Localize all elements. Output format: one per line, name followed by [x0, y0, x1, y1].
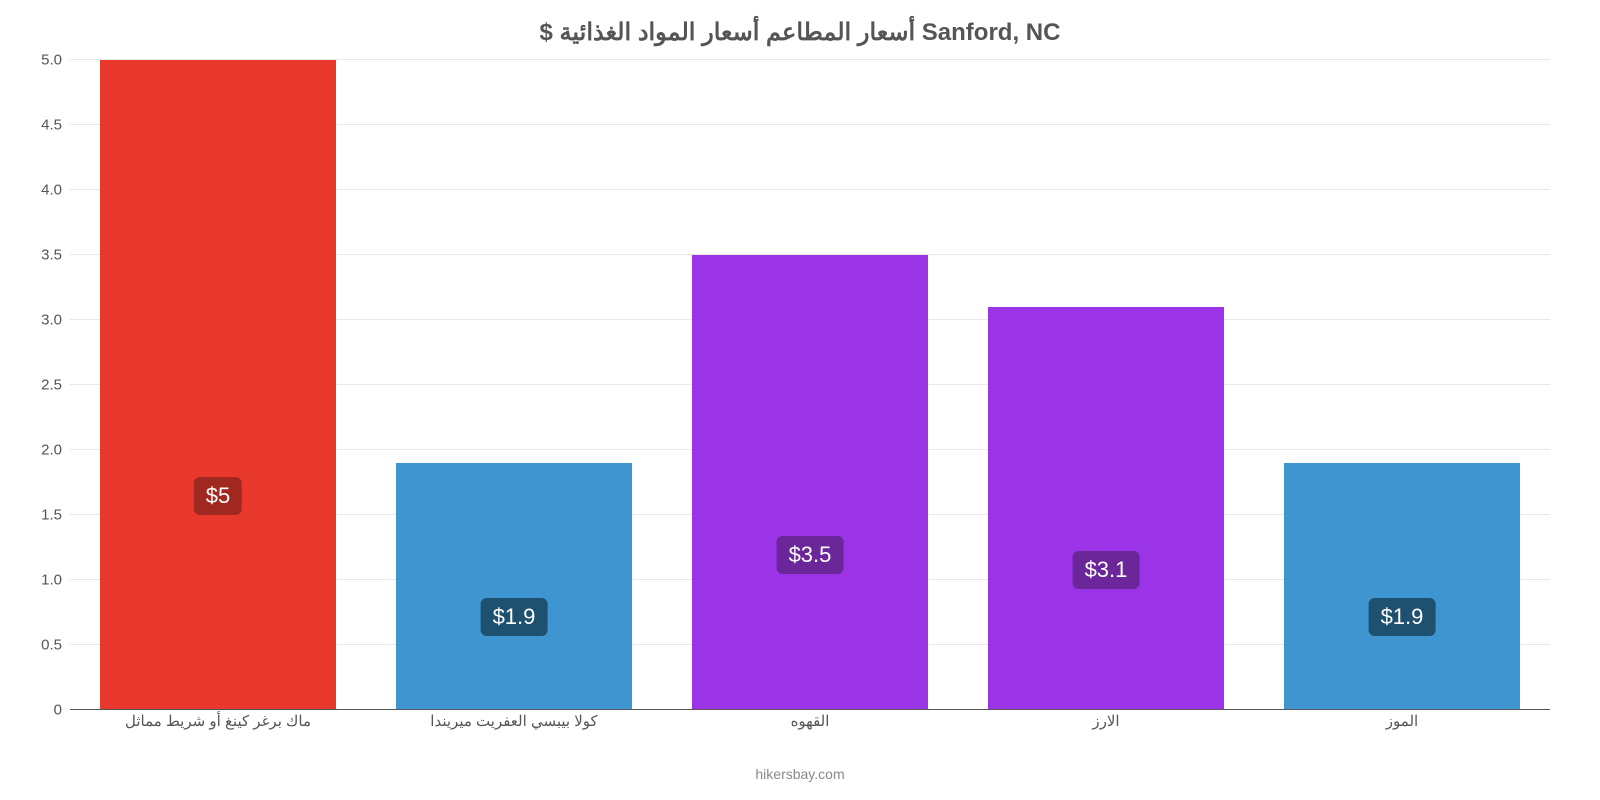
bar-slot: $1.9: [1254, 60, 1550, 710]
x-axis-label: كولا بيبسي العفريت ميريندا: [366, 712, 662, 730]
bar: $1.9: [396, 463, 633, 710]
bar-slot: $1.9: [366, 60, 662, 710]
y-tick-label: 1.0: [41, 572, 62, 589]
y-tick-label: 5.0: [41, 52, 62, 69]
value-badge: $1.9: [1369, 598, 1436, 636]
chart-plot-area: 00.51.01.52.02.53.03.54.04.55.0 $5$1.9$3…: [70, 60, 1550, 710]
bar: $3.1: [988, 307, 1225, 710]
bar-slot: $3.1: [958, 60, 1254, 710]
value-badge: $5: [194, 477, 242, 515]
bar: $5: [100, 60, 337, 710]
y-tick-label: 0.5: [41, 637, 62, 654]
bar-slot: $5: [70, 60, 366, 710]
x-axis-label: ماك برغر كينغ أو شريط مماثل: [70, 712, 366, 730]
y-tick-label: 3.0: [41, 312, 62, 329]
bar: $3.5: [692, 255, 929, 710]
x-axis-label: الارز: [958, 712, 1254, 730]
chart-title: $ أسعار المطاعم أسعار المواد الغذائية Sa…: [0, 0, 1600, 47]
value-badge: $3.5: [777, 536, 844, 574]
y-tick-label: 2.5: [41, 377, 62, 394]
attribution-text: hikersbay.com: [0, 766, 1600, 782]
y-tick-label: 4.5: [41, 117, 62, 134]
x-axis-labels: ماك برغر كينغ أو شريط مماثلكولا بيبسي ال…: [70, 712, 1550, 730]
bars-container: $5 $1.9 $3.5 $3.1 $1.9: [70, 60, 1550, 710]
y-tick-label: 1.5: [41, 507, 62, 524]
bar-slot: $3.5: [662, 60, 958, 710]
y-tick-label: 0: [54, 702, 62, 719]
x-axis-label: القهوه: [662, 712, 958, 730]
x-axis-label: الموز: [1254, 712, 1550, 730]
value-badge: $3.1: [1073, 551, 1140, 589]
value-badge: $1.9: [481, 598, 548, 636]
y-tick-label: 2.0: [41, 442, 62, 459]
y-tick-label: 3.5: [41, 247, 62, 264]
bar: $1.9: [1284, 463, 1521, 710]
y-tick-label: 4.0: [41, 182, 62, 199]
x-axis-line: [70, 709, 1550, 710]
